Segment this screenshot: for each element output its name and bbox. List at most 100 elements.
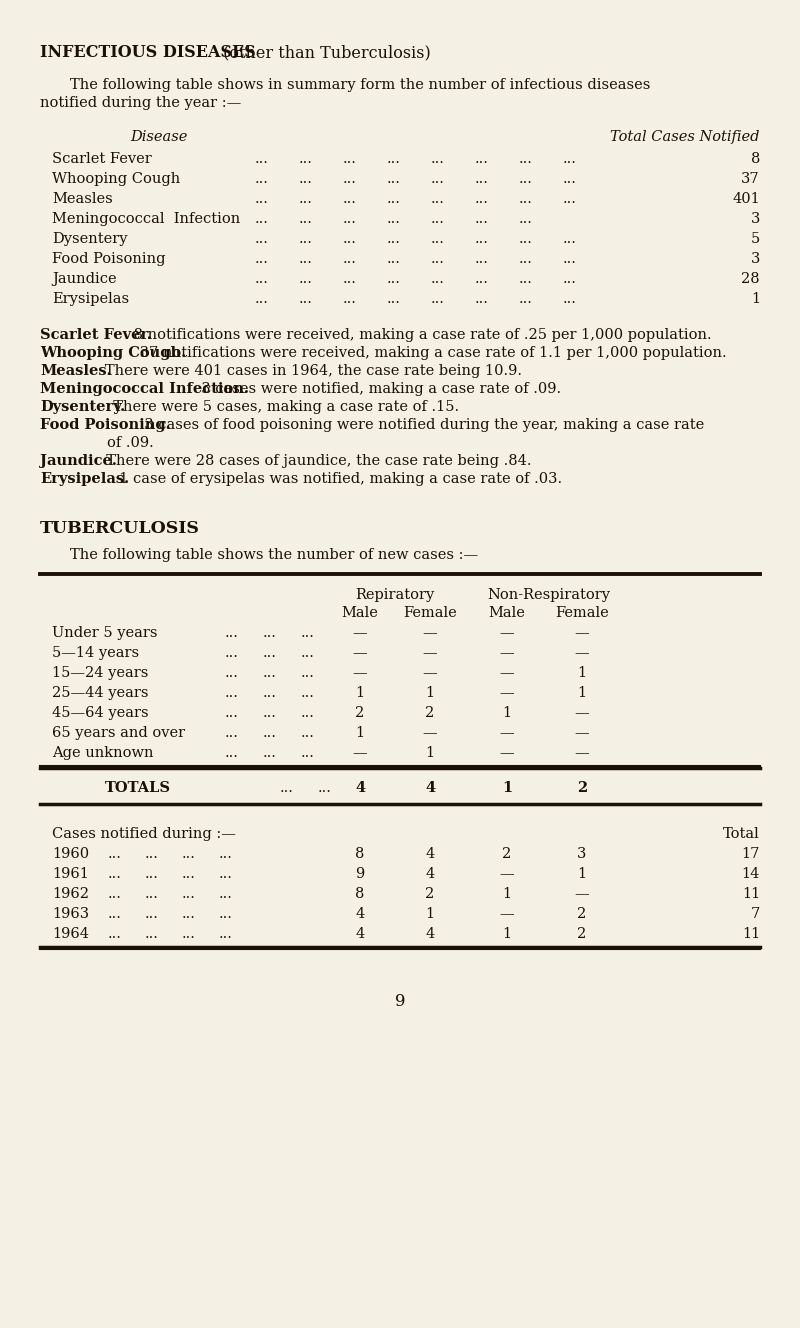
Text: ...: ... bbox=[343, 151, 357, 166]
Text: ...: ... bbox=[225, 625, 239, 640]
Text: ...: ... bbox=[431, 272, 445, 286]
Text: —: — bbox=[353, 667, 367, 680]
Text: ...: ... bbox=[255, 193, 269, 206]
Text: 1: 1 bbox=[502, 887, 511, 900]
Text: Measles: Measles bbox=[52, 193, 113, 206]
Text: —: — bbox=[422, 726, 438, 740]
Text: Scarlet Fever: Scarlet Fever bbox=[52, 151, 152, 166]
Text: Total Cases Notified: Total Cases Notified bbox=[610, 130, 760, 143]
Text: ...: ... bbox=[182, 927, 196, 942]
Text: Male: Male bbox=[342, 606, 378, 620]
Text: ...: ... bbox=[387, 212, 401, 226]
Text: 1: 1 bbox=[355, 687, 365, 700]
Text: ...: ... bbox=[431, 151, 445, 166]
Text: ...: ... bbox=[519, 232, 533, 246]
Text: Meningococcal  Infection: Meningococcal Infection bbox=[52, 212, 240, 226]
Text: 4: 4 bbox=[426, 927, 434, 942]
Text: Measles.: Measles. bbox=[40, 364, 112, 378]
Text: ...: ... bbox=[299, 212, 313, 226]
Text: 1: 1 bbox=[578, 667, 586, 680]
Text: 3 cases of food poisoning were notified during the year, making a case rate: 3 cases of food poisoning were notified … bbox=[135, 418, 705, 432]
Text: 5: 5 bbox=[750, 232, 760, 246]
Text: 1: 1 bbox=[426, 907, 434, 922]
Text: Meningococcal Infection.: Meningococcal Infection. bbox=[40, 382, 249, 396]
Text: ...: ... bbox=[343, 292, 357, 305]
Text: 25—44 years: 25—44 years bbox=[52, 687, 149, 700]
Text: —: — bbox=[500, 687, 514, 700]
Text: ...: ... bbox=[563, 232, 577, 246]
Text: 2: 2 bbox=[577, 781, 587, 795]
Text: 45—64 years: 45—64 years bbox=[52, 706, 149, 720]
Text: 2: 2 bbox=[426, 706, 434, 720]
Text: ...: ... bbox=[182, 907, 196, 922]
Text: ...: ... bbox=[280, 781, 294, 795]
Text: TOTALS: TOTALS bbox=[105, 781, 171, 795]
Text: —: — bbox=[500, 667, 514, 680]
Text: ...: ... bbox=[225, 706, 239, 720]
Text: ...: ... bbox=[301, 667, 315, 680]
Text: ...: ... bbox=[182, 847, 196, 861]
Text: ...: ... bbox=[219, 927, 233, 942]
Text: ...: ... bbox=[387, 252, 401, 266]
Text: 8: 8 bbox=[750, 151, 760, 166]
Text: 11: 11 bbox=[742, 927, 760, 942]
Text: The following table shows in summary form the number of infectious diseases: The following table shows in summary for… bbox=[70, 78, 650, 92]
Text: notified during the year :—: notified during the year :— bbox=[40, 96, 242, 110]
Text: ...: ... bbox=[255, 252, 269, 266]
Text: Jaundice: Jaundice bbox=[52, 272, 117, 286]
Text: Non-Respiratory: Non-Respiratory bbox=[487, 588, 610, 602]
Text: 2: 2 bbox=[578, 927, 586, 942]
Text: ...: ... bbox=[519, 193, 533, 206]
Text: ...: ... bbox=[299, 151, 313, 166]
Text: ...: ... bbox=[301, 687, 315, 700]
Text: 37: 37 bbox=[742, 173, 760, 186]
Text: 1: 1 bbox=[426, 746, 434, 760]
Text: Under 5 years: Under 5 years bbox=[52, 625, 158, 640]
Text: 4: 4 bbox=[355, 781, 365, 795]
Text: Scarlet Fever.: Scarlet Fever. bbox=[40, 328, 152, 343]
Text: ...: ... bbox=[108, 867, 122, 880]
Text: 7: 7 bbox=[750, 907, 760, 922]
Text: 14: 14 bbox=[742, 867, 760, 880]
Text: 37 notifications were received, making a case rate of 1.1 per 1,000 population.: 37 notifications were received, making a… bbox=[135, 347, 727, 360]
Text: ...: ... bbox=[263, 706, 277, 720]
Text: 8: 8 bbox=[355, 887, 365, 900]
Text: 4: 4 bbox=[426, 867, 434, 880]
Text: 4: 4 bbox=[425, 781, 435, 795]
Text: ...: ... bbox=[563, 151, 577, 166]
Text: 3: 3 bbox=[750, 212, 760, 226]
Text: 1964: 1964 bbox=[52, 927, 89, 942]
Text: 2: 2 bbox=[578, 907, 586, 922]
Text: ...: ... bbox=[301, 706, 315, 720]
Text: ...: ... bbox=[475, 151, 489, 166]
Text: Age unknown: Age unknown bbox=[52, 746, 154, 760]
Text: ...: ... bbox=[255, 232, 269, 246]
Text: 17: 17 bbox=[742, 847, 760, 861]
Text: ...: ... bbox=[431, 212, 445, 226]
Text: ...: ... bbox=[475, 292, 489, 305]
Text: There were 5 cases, making a case rate of .15.: There were 5 cases, making a case rate o… bbox=[103, 400, 458, 414]
Text: 401: 401 bbox=[732, 193, 760, 206]
Text: Dysentery: Dysentery bbox=[52, 232, 127, 246]
Text: Dysentery.: Dysentery. bbox=[40, 400, 125, 414]
Text: ...: ... bbox=[387, 232, 401, 246]
Text: ...: ... bbox=[519, 173, 533, 186]
Text: 1 case of erysipelas was notified, making a case rate of .03.: 1 case of erysipelas was notified, makin… bbox=[110, 471, 562, 486]
Text: ...: ... bbox=[255, 272, 269, 286]
Text: ...: ... bbox=[343, 252, 357, 266]
Text: 2: 2 bbox=[426, 887, 434, 900]
Text: ...: ... bbox=[519, 272, 533, 286]
Text: ...: ... bbox=[263, 667, 277, 680]
Text: —: — bbox=[353, 746, 367, 760]
Text: ...: ... bbox=[219, 867, 233, 880]
Text: Whooping Cough: Whooping Cough bbox=[52, 173, 180, 186]
Text: ...: ... bbox=[225, 726, 239, 740]
Text: ...: ... bbox=[563, 193, 577, 206]
Text: —: — bbox=[500, 746, 514, 760]
Text: Food Poisoning: Food Poisoning bbox=[52, 252, 166, 266]
Text: ...: ... bbox=[343, 272, 357, 286]
Text: 3 cases were notified, making a case rate of .09.: 3 cases were notified, making a case rat… bbox=[192, 382, 562, 396]
Text: INFECTIOUS DISEASES: INFECTIOUS DISEASES bbox=[40, 44, 256, 61]
Text: ...: ... bbox=[343, 212, 357, 226]
Text: Disease: Disease bbox=[130, 130, 187, 143]
